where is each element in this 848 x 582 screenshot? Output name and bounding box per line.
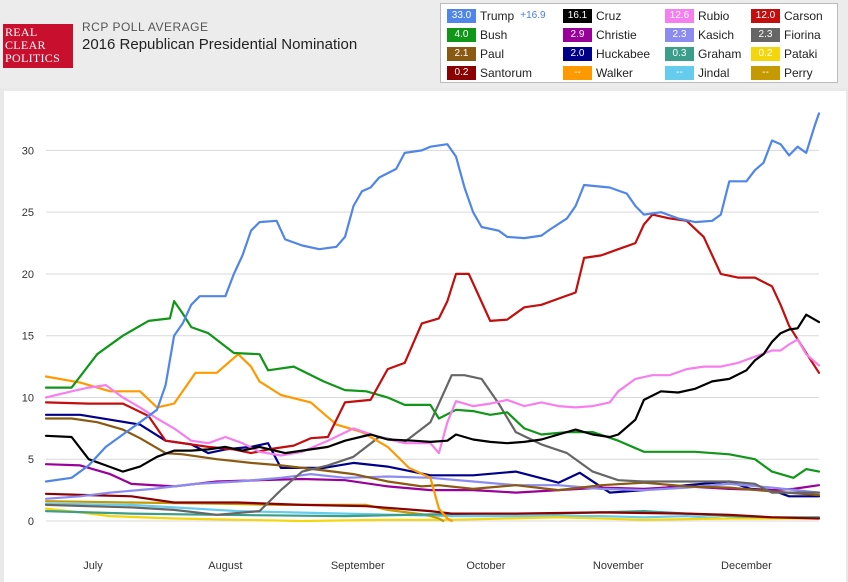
rcp-logo[interactable]: REAL CLEAR POLITICS (3, 24, 73, 68)
legend-item-cruz[interactable]: 16.1 Cruz (563, 8, 621, 24)
chart-area: 0 5 10 15 20 25 30 July August September October No… (4, 91, 846, 582)
legend-item-trump[interactable]: 33.0 Trump +16.9 (447, 8, 546, 24)
legend-item-carson[interactable]: 12.0 Carson (751, 8, 823, 24)
legend-name: Paul (480, 46, 505, 61)
y-tick-label: 20 (22, 269, 34, 281)
legend-name: Trump (480, 8, 515, 23)
legend-value-badge: 2.9 (563, 27, 592, 42)
legend-value-badge: -- (665, 65, 694, 80)
legend-name: Pataki (784, 46, 818, 61)
y-tick-label: 0 (28, 516, 34, 528)
legend-value-badge: 0.2 (447, 65, 476, 80)
legend-value-badge: 4.0 (447, 27, 476, 42)
series-line-perry[interactable] (44, 500, 445, 523)
series-line-fiorina[interactable] (44, 374, 821, 516)
legend-name: Christie (596, 27, 637, 42)
legend-name: Kasich (698, 27, 735, 42)
legend-item-christie[interactable]: 2.9 Christie (563, 27, 637, 43)
legend-value-badge: 33.0 (447, 8, 476, 23)
legend-value-badge: 0.3 (665, 46, 694, 61)
legend-name: Fiorina (784, 27, 821, 42)
legend-value-badge: 12.0 (751, 8, 780, 23)
legend-item-fiorina[interactable]: 2.3 Fiorina (751, 27, 821, 43)
legend-item-perry[interactable]: -- Perry (751, 65, 813, 81)
legend-name: Jindal (698, 65, 730, 80)
legend-name: Huckabee (596, 46, 651, 61)
x-tick-label: December (721, 560, 772, 572)
poll-chart[interactable]: 0 5 10 15 20 25 30 July August September October No… (4, 91, 846, 582)
legend-spread: +16.9 (520, 10, 546, 22)
legend-value-badge: 12.6 (665, 8, 694, 23)
legend-name: Graham (698, 46, 742, 61)
series-line-kasich[interactable] (44, 473, 821, 500)
header: REAL CLEAR POLITICS RCP POLL AVERAGE 201… (0, 0, 848, 88)
legend-item-paul[interactable]: 2.1 Paul (447, 46, 504, 62)
series-line-jindal[interactable] (44, 502, 722, 520)
legend-name: Carson (784, 8, 823, 23)
legend-item-kasich[interactable]: 2.3 Kasich (665, 27, 734, 43)
legend-item-huckabee[interactable]: 2.0 Huckabee (563, 46, 650, 62)
series-line-bush[interactable] (44, 300, 821, 479)
legend-name: Bush (480, 27, 508, 42)
x-tick-label: November (593, 560, 644, 572)
legend-item-santorum[interactable]: 0.2 Santorum (447, 65, 532, 81)
legend-value-badge: 2.3 (751, 27, 780, 42)
x-tick-label: October (466, 560, 505, 572)
poll-average-label: RCP POLL AVERAGE (82, 20, 209, 34)
y-tick-label: 10 (22, 392, 34, 404)
legend-value-badge: 2.0 (563, 46, 592, 61)
legend-value-badge: 2.3 (665, 27, 694, 42)
legend-name: Walker (596, 65, 633, 80)
legend-value-badge: 0.2 (751, 46, 780, 61)
x-tick-label: September (331, 560, 385, 572)
legend-item-walker[interactable]: -- Walker (563, 65, 633, 81)
legend-item-jindal[interactable]: -- Jindal (665, 65, 729, 81)
legend-item-rubio[interactable]: 12.6 Rubio (665, 8, 729, 24)
legend-value-badge: 16.1 (563, 8, 592, 23)
y-tick-label: 5 (28, 454, 34, 466)
logo-line: CLEAR (5, 38, 46, 52)
series-line-paul[interactable] (44, 417, 821, 497)
page-title: 2016 Republican Presidential Nomination (82, 36, 358, 53)
x-tick-label: July (83, 560, 103, 572)
legend-value-badge: 2.1 (447, 46, 476, 61)
legend-name: Santorum (480, 65, 533, 80)
legend-value-badge: -- (563, 65, 592, 80)
y-tick-label: 15 (22, 331, 34, 343)
y-tick-label: 30 (22, 145, 34, 157)
legend-item-graham[interactable]: 0.3 Graham (665, 46, 741, 62)
x-tick-label: August (208, 560, 242, 572)
series-line-cruz[interactable] (44, 313, 821, 473)
candidate-legend: 33.0 Trump +16.9 16.1 Cruz 12.6 Rubio 12.0 Carso… (440, 3, 838, 83)
series-line-santorum[interactable] (44, 492, 821, 520)
legend-name: Cruz (596, 8, 622, 23)
series-line-pataki[interactable] (44, 507, 821, 523)
legend-item-pataki[interactable]: 0.2 Pataki (751, 46, 817, 62)
legend-name: Rubio (698, 8, 730, 23)
logo-line: REAL (5, 25, 38, 39)
series-line-trump[interactable] (44, 112, 821, 483)
legend-name: Perry (784, 65, 813, 80)
logo-line: POLITICS (5, 51, 61, 65)
legend-item-bush[interactable]: 4.0 Bush (447, 27, 507, 43)
series-line-walker[interactable] (44, 353, 453, 523)
series-line-rubio[interactable] (44, 338, 821, 457)
y-tick-label: 25 (22, 207, 34, 219)
legend-value-badge: -- (751, 65, 780, 80)
